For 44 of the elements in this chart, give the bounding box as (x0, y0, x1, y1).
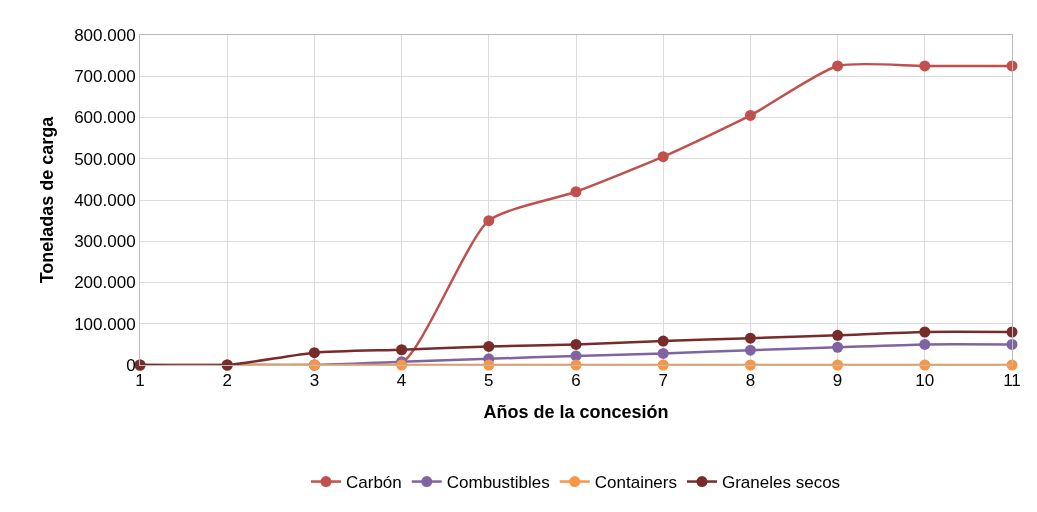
point (657, 335, 669, 347)
point (919, 326, 931, 338)
point (919, 338, 931, 350)
point (657, 347, 669, 359)
y-tick-label: 800.000 (74, 25, 136, 45)
y-tick-label: 200.000 (74, 273, 136, 293)
point (832, 341, 844, 353)
point (308, 347, 320, 359)
x-tick-label: 1 (135, 371, 145, 391)
y-tick-label: 600.000 (74, 108, 136, 128)
x-tick-label: 11 (1003, 371, 1021, 391)
legend-label: Graneles secos (721, 473, 841, 493)
y-tick-label: 0 (126, 355, 136, 375)
point (483, 215, 495, 227)
y-tick-label: 400.000 (74, 190, 136, 210)
y-tick-label: 500.000 (74, 149, 136, 169)
x-tick-label: 6 (571, 371, 581, 391)
point (744, 109, 756, 121)
point (657, 151, 669, 163)
x-tick-label: 8 (745, 371, 756, 391)
point (832, 60, 844, 72)
point (744, 344, 756, 356)
legend-label: Combustibles (446, 473, 550, 493)
y-tick-label: 700.000 (74, 67, 136, 87)
x-tick-label: 4 (396, 371, 407, 391)
x-tick-label: 3 (309, 371, 320, 391)
point (396, 344, 408, 356)
point (570, 338, 582, 350)
y-tick-label: 300.000 (74, 232, 136, 252)
x-tick-label: 2 (222, 371, 232, 391)
x-tick-label: 9 (832, 371, 843, 391)
x-tick-label: 7 (658, 371, 668, 391)
point (483, 340, 495, 352)
point (744, 332, 756, 344)
x-tick-label: 10 (915, 371, 935, 391)
legend-label: Carbón (346, 473, 402, 493)
y-axis-title: Toneladas de carga (37, 115, 58, 284)
y-tick-label: 100.000 (74, 314, 136, 334)
legend-label: Containers (594, 473, 677, 493)
point (832, 329, 844, 341)
x-tick-label: 5 (484, 371, 494, 391)
point (570, 186, 582, 198)
point (919, 60, 931, 72)
x-axis-title: Años de la concesión (483, 401, 669, 422)
